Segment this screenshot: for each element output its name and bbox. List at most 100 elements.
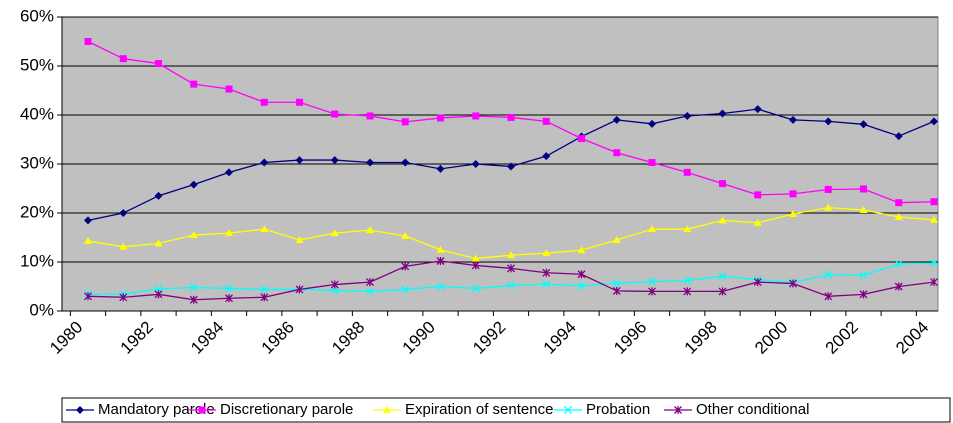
marker [648,159,656,167]
marker [401,118,409,126]
marker [366,158,374,167]
marker [859,271,868,280]
marker [366,226,374,234]
y-tick-label: 50% [20,55,54,74]
marker [789,115,797,124]
marker [401,262,410,271]
marker [471,284,480,293]
marker [296,98,303,106]
marker [542,249,551,257]
marker [612,235,621,243]
marker [189,283,198,292]
marker [683,168,691,176]
x-tick-label: 1982 [117,318,157,358]
marker [366,278,374,287]
marker [859,290,868,299]
marker [330,156,339,165]
marker [683,225,692,233]
marker [330,286,339,295]
x-tick-label: 1984 [187,318,227,358]
legend-label: Discretionary parole [220,401,353,418]
marker [84,236,92,244]
legend-label: Expiration of sentence [405,401,553,418]
marker [507,264,515,273]
x-tick-label: 2004 [892,318,932,358]
marker [648,225,656,233]
x-tick-label: 2000 [751,318,791,358]
y-tick-label: 10% [20,251,54,270]
x-tick-label: 1980 [46,318,86,358]
marker [542,117,550,125]
marker [930,215,938,223]
marker [789,279,797,288]
marker [190,80,198,88]
x-tick-label: 1986 [258,318,298,358]
marker [84,38,92,45]
marker [859,206,868,214]
y-tick-label: 40% [20,104,54,123]
y-tick-label: 30% [20,153,54,172]
legend-label: Mandatory parole [98,401,215,418]
marker [753,218,762,226]
marker [84,292,92,301]
marker [330,229,339,237]
marker [295,285,304,294]
marker [436,257,445,266]
marker [930,278,938,287]
marker [330,280,339,289]
marker [683,276,692,285]
marker [542,152,551,161]
marker [612,279,621,288]
marker [198,406,206,414]
marker [894,212,903,220]
y-tick-label: 20% [20,202,54,221]
marker [119,293,128,302]
legend-label: Other conditional [696,401,809,418]
marker [436,245,445,253]
marker [260,98,268,106]
x-tick-label: 2002 [822,318,862,358]
marker [718,216,727,224]
marker [718,287,727,296]
marker [648,277,656,286]
marker [366,112,374,120]
marker [613,149,621,157]
marker [119,242,128,250]
marker [507,251,515,259]
marker [930,259,938,267]
marker [119,55,127,63]
marker [401,285,410,294]
marker [753,278,762,287]
marker [155,60,162,68]
marker [648,287,656,296]
marker [225,229,233,237]
y-tick-label: 60% [20,6,54,25]
x-tick-label: 1992 [469,318,509,358]
marker [436,164,445,173]
marker [260,158,269,167]
marker [295,235,304,243]
marker [154,191,163,200]
marker [471,160,480,168]
marker [189,180,198,189]
marker [225,168,233,177]
marker [674,406,682,414]
marker [119,209,128,217]
marker [789,190,797,198]
marker [860,185,867,193]
marker [824,292,833,301]
marker [84,216,92,225]
marker [225,294,233,303]
marker [225,284,233,293]
legend [61,397,951,423]
marker [507,281,515,290]
marker [894,132,903,141]
marker [260,293,269,302]
marker [189,231,198,239]
marker [612,286,621,295]
marker [824,270,833,279]
marker [225,85,233,93]
x-tick-label: 1994 [540,318,580,358]
x-tick-label: 1996 [610,318,650,358]
